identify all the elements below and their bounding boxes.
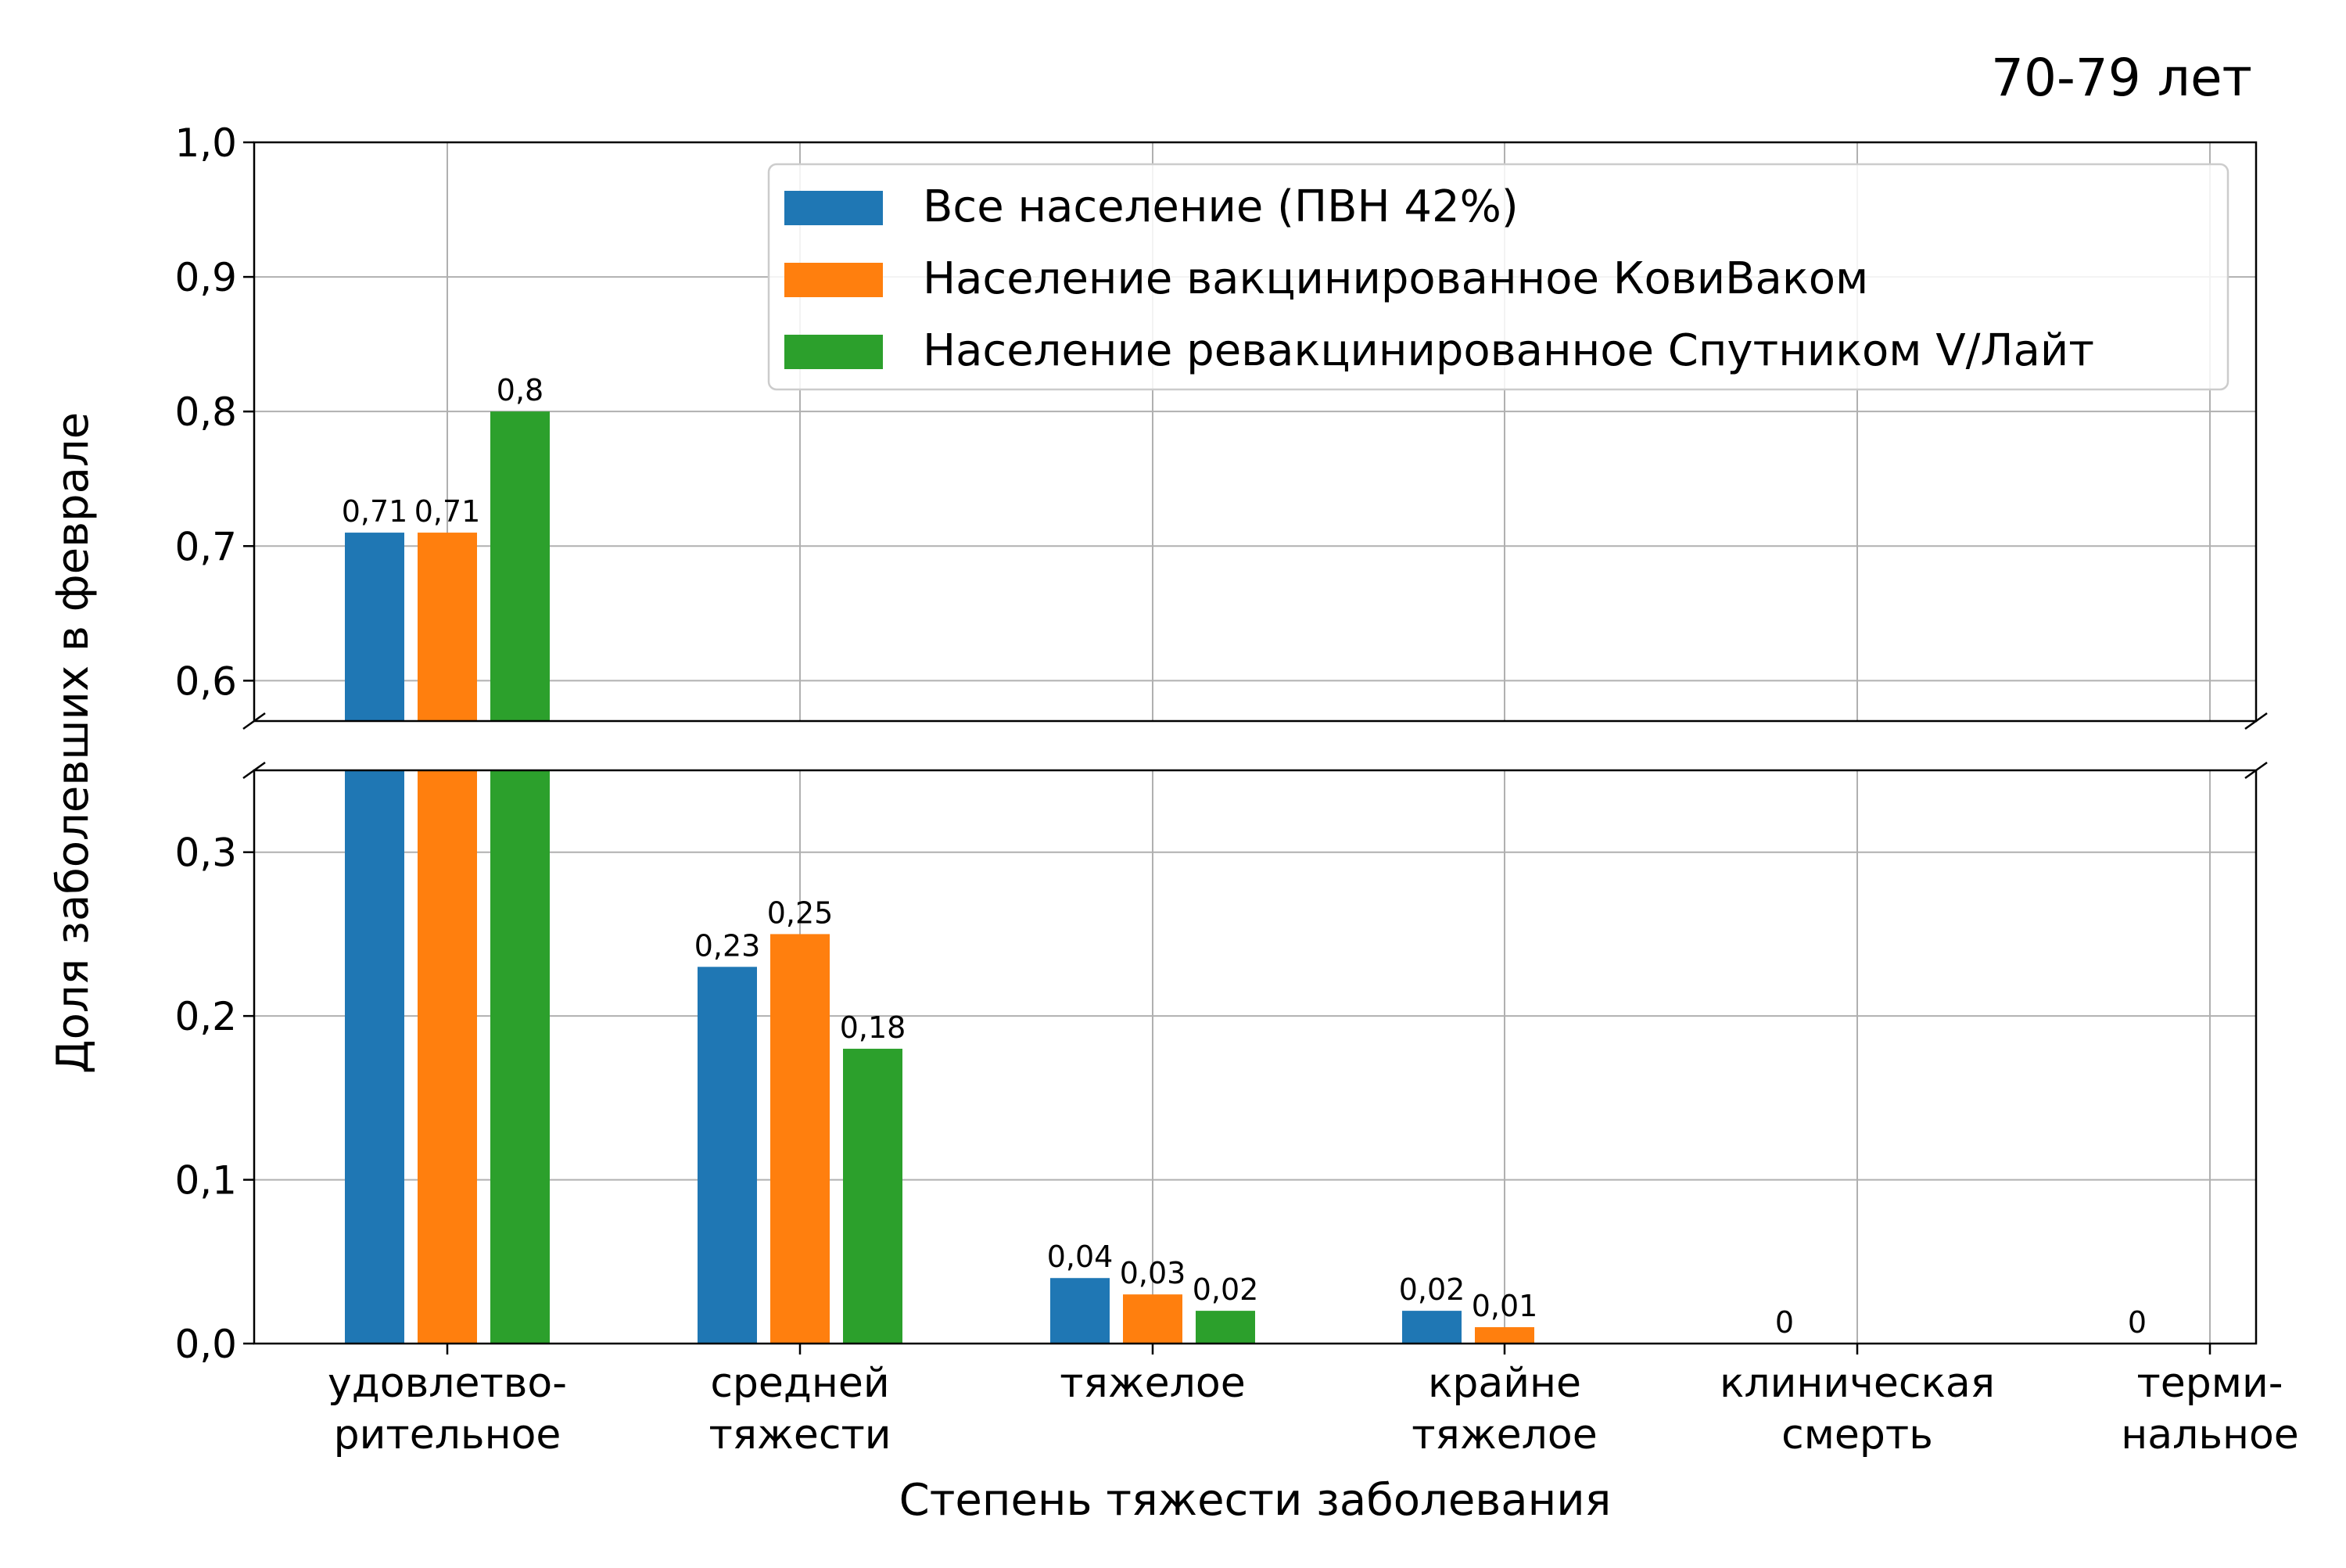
y-tick-label: 0,1 (174, 1158, 237, 1204)
x-tick-label: удовлетво-рительное (328, 1360, 567, 1459)
bar (418, 770, 477, 1344)
plot-frames (253, 141, 2258, 1345)
break-mark (242, 712, 266, 730)
break-mark (2244, 712, 2268, 730)
x-tick-label: терми-нальное (2121, 1360, 2299, 1459)
data-labels: 0,71 0,23 0,04 0,02 0 0 0,71 0,25 0,03 0,01 0,8 0,1… (342, 373, 2147, 1340)
bar (1123, 1294, 1182, 1344)
y-axis-title: Доля заболевших в феврале (48, 412, 99, 1074)
bar (1050, 1278, 1110, 1344)
bar (490, 411, 550, 721)
x-axis-ticks: удовлетво-рительное средней тяжести тяжелое… (328, 1344, 2299, 1459)
legend-box (767, 163, 2229, 391)
data-label: 0,02 (1399, 1272, 1465, 1307)
data-label: 0,02 (1193, 1272, 1259, 1307)
y-tick-label: 0,2 (174, 994, 237, 1039)
bar (345, 533, 404, 721)
legend-label: Население вакцинированное КовиВаком (923, 253, 1868, 304)
x-tick-label: тяжелое (1060, 1360, 1245, 1407)
y-tick-label: 0,8 (174, 389, 237, 435)
legend-swatch (784, 335, 883, 369)
y-tick-label: 1,0 (174, 120, 237, 166)
break-mark (242, 761, 266, 780)
bar (770, 934, 830, 1344)
break-mark (2244, 761, 2268, 780)
legend-label: Население ревакцинированное Спутником V/… (923, 325, 2094, 376)
legend-swatch (784, 191, 883, 225)
y-tick-label: 0,9 (174, 255, 237, 300)
data-label: 0 (1775, 1305, 1794, 1340)
bar (490, 770, 550, 1344)
data-label: 0 (2128, 1305, 2147, 1340)
data-label: 0,04 (1047, 1240, 1114, 1274)
data-label: 0,23 (694, 928, 761, 963)
data-label: 0,18 (840, 1010, 906, 1045)
bar (1475, 1327, 1534, 1344)
x-axis-title: Степень тяжести заболевания (899, 1475, 1612, 1526)
data-label: 0,25 (767, 895, 834, 930)
legend-swatch (784, 263, 883, 297)
y-axis-ticks: 1,0 0,9 0,8 0,7 0,6 0,3 0,2 0,1 0,0 (174, 120, 254, 1367)
data-label: 0,01 (1472, 1289, 1538, 1323)
axis-break-marks (242, 712, 2268, 780)
data-label: 0,71 (342, 494, 408, 529)
x-tick-label: крайне тяжелое (1412, 1360, 1597, 1459)
y-tick-label: 0,3 (174, 831, 237, 876)
legend: Все население (ПВН 42%) Население вакцини… (767, 163, 2229, 391)
bars (345, 411, 1534, 1344)
bar (1402, 1311, 1462, 1344)
bar (698, 967, 757, 1344)
bar (345, 770, 404, 1344)
x-tick-label: средней тяжести (708, 1360, 891, 1459)
bar (418, 533, 477, 721)
x-tick-label: клиническая смерть (1720, 1360, 1995, 1459)
y-tick-label: 0,0 (174, 1322, 237, 1367)
bar (843, 1049, 902, 1344)
y-tick-label: 0,6 (174, 658, 237, 704)
chart-title: 70-79 лет (1991, 48, 2252, 108)
y-tick-label: 0,7 (174, 524, 237, 569)
bar (1196, 1311, 1255, 1344)
data-label: 0,71 (414, 494, 481, 529)
data-label: 0,03 (1120, 1256, 1186, 1290)
legend-label: Все население (ПВН 42%) (923, 181, 1519, 232)
data-label: 0,8 (497, 373, 543, 407)
